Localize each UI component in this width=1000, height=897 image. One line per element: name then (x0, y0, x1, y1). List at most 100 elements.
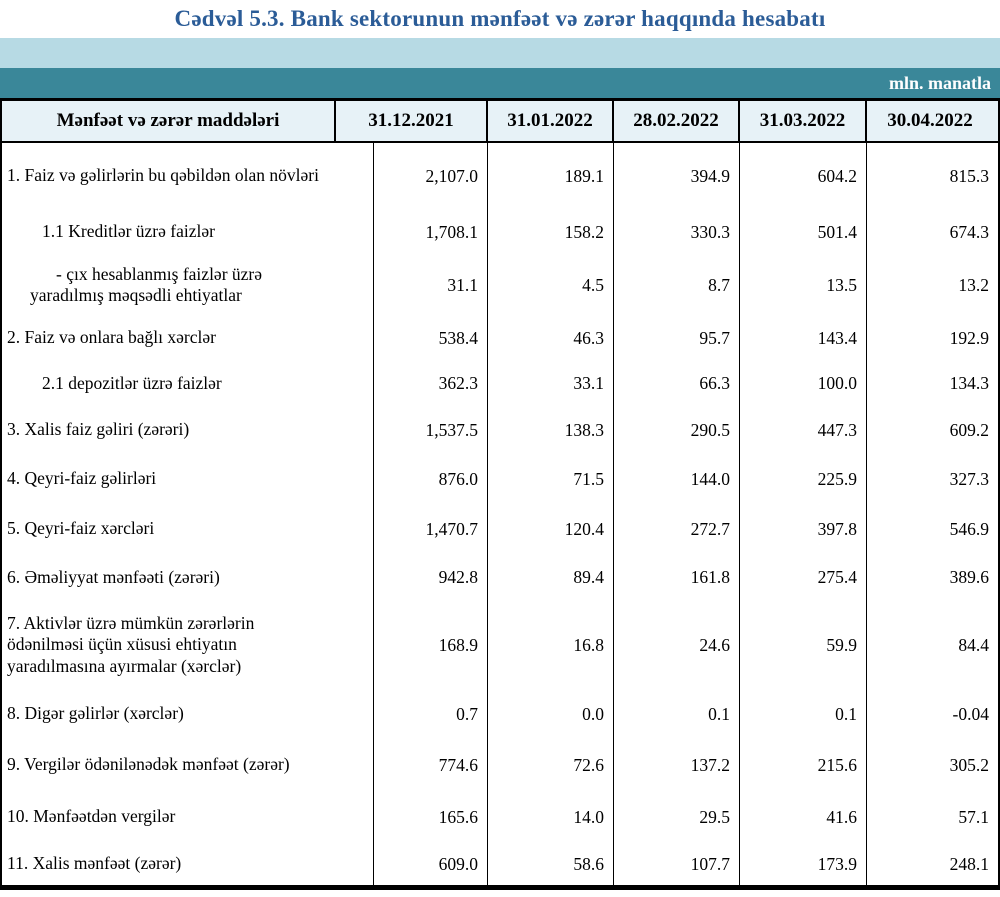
row-label: 8. Digər gəlirlər (xərclər) (7, 703, 184, 724)
cell-value: 305.2 (949, 754, 989, 775)
row-label-cell: 7. Aktivlər üzrə mümkün zərərlərin ödəni… (2, 601, 374, 689)
cell-value: 59.9 (740, 601, 867, 689)
row-label: 9. Vergilər ödənilənədək mənfəət (zərər) (7, 754, 290, 775)
cell-value: 41.6 (740, 791, 867, 843)
row-label: 10. Mənfəətdən vergilər (7, 806, 176, 827)
cell-value: -0.04 (952, 703, 989, 724)
cell-value: 100.0 (740, 361, 867, 406)
unit-band: mln. manatla (0, 68, 1000, 98)
table-row: 7. Aktivlər üzrə mümkün zərərlərin ödəni… (2, 601, 998, 689)
cell-value: 0.1 (614, 689, 740, 739)
cell-value: 14.0 (488, 791, 614, 843)
cell-value: 72.6 (488, 739, 614, 791)
row-label-cell: 5. Qeyri-faiz xərcləri (2, 504, 374, 554)
column-header-date: 31.12.2021 (336, 101, 488, 141)
cell-value: 89.4 (488, 554, 614, 601)
table-row: 5. Qeyri-faiz xərcləri 1,470.7 120.4 272.7 3… (2, 504, 998, 554)
cell-value: 8.7 (614, 255, 740, 315)
cell-value: 0.7 (374, 689, 488, 739)
cell-value: 71.5 (488, 454, 614, 504)
profit-loss-table: Mənfəət və zərər maddələri 31.12.2021 31.… (0, 98, 1000, 890)
column-header-date: 31.01.2022 (488, 101, 614, 141)
cell-value: 942.8 (374, 554, 488, 601)
table-row: 9. Vergilər ödənilənədək mənfəət (zərər)… (2, 739, 998, 791)
table-row: 3. Xalis faiz gəliri (zərəri) 1,537.5 138.… (2, 406, 998, 454)
cell-value: 876.0 (374, 454, 488, 504)
cell-value: 57.1 (958, 806, 989, 827)
cell-value: 84.4 (958, 634, 989, 655)
table-row: 11. Xalis mənfəət (zərər) 609.0 58.6 107.7 1… (2, 843, 998, 885)
table-row: 6. Əməliyyat mənfəəti (zərəri) 942.8 89.4 1… (2, 554, 998, 601)
cell-value: 13.2 (958, 274, 989, 295)
cell-value: 158.2 (488, 209, 614, 255)
row-label: 6. Əməliyyat mənfəəti (zərəri) (7, 566, 220, 587)
cell-value: 66.3 (614, 361, 740, 406)
cell-value: 137.2 (614, 739, 740, 791)
cell-value: 134.3 (949, 373, 989, 393)
row-label-cell: 11. Xalis mənfəət (zərər) (2, 843, 374, 885)
row-label-cell: 6. Əməliyyat mənfəəti (zərəri) (2, 554, 374, 601)
cell-value: 362.3 (374, 361, 488, 406)
cell-value: 447.3 (740, 406, 867, 454)
cell-value: 1,537.5 (374, 406, 488, 454)
cell-value: 501.4 (740, 209, 867, 255)
row-label: 11. Xalis mənfəət (zərər) (7, 853, 182, 874)
cell-value: 46.3 (488, 315, 614, 361)
cell-value: 120.4 (488, 504, 614, 554)
cell-value: 225.9 (740, 454, 867, 504)
cell-value: 143.4 (740, 315, 867, 361)
cell-value: 138.3 (488, 406, 614, 454)
cell-value: 24.6 (614, 601, 740, 689)
cell-value: 16.8 (488, 601, 614, 689)
cell-value: 248.1 (949, 853, 989, 874)
cell-value: 604.2 (740, 143, 867, 209)
cell-value: 2,107.0 (374, 143, 488, 209)
cell-value: 29.5 (614, 791, 740, 843)
cell-value: 290.5 (614, 406, 740, 454)
row-label: 7. Aktivlər üzrə mümkün zərərlərin ödəni… (7, 612, 255, 676)
row-label: - çıx hesablanmış faizlər üzrə yaradılmı… (30, 263, 263, 305)
cell-value: 609.0 (374, 843, 488, 885)
cell-value: 397.8 (740, 504, 867, 554)
cell-value: 1,470.7 (374, 504, 488, 554)
cell-value: 192.9 (949, 327, 989, 348)
table-row: 4. Qeyri-faiz gəlirləri 876.0 71.5 144.0 225… (2, 454, 998, 504)
table-header-row: Mənfəət və zərər maddələri 31.12.2021 31.… (0, 98, 1000, 143)
column-header-date: 28.02.2022 (614, 101, 740, 141)
cell-value: 0.0 (488, 689, 614, 739)
table-row: 10. Mənfəətdən vergilər 165.6 14.0 29.5 41.6… (2, 791, 998, 843)
row-label-cell: 1. Faiz və gəlirlərin bu qəbildən olan n… (2, 143, 374, 209)
cell-value: 546.9 (949, 518, 989, 539)
cell-value: 609.2 (949, 419, 989, 440)
cell-value: 215.6 (740, 739, 867, 791)
table-row: 1.1 Kreditlər üzrə faizlər 1,708.1 158.2 33… (2, 209, 998, 255)
row-label-cell: 3. Xalis faiz gəliri (zərəri) (2, 406, 374, 454)
cell-value: 774.6 (374, 739, 488, 791)
row-label: 2.1 depozitlər üzrə faizlər (42, 372, 222, 393)
row-label: 5. Qeyri-faiz xərcləri (7, 518, 155, 539)
table-row: 1. Faiz və gəlirlərin bu qəbildən olan n… (2, 143, 998, 209)
table-row: 8. Digər gəlirlər (xərclər) 0.7 0.0 0.1 0.1-… (2, 689, 998, 739)
table-row: 2. Faiz və onlara bağlı xərclər 538.4 46.3… (2, 315, 998, 361)
row-label-cell: 4. Qeyri-faiz gəlirləri (2, 454, 374, 504)
table-row: - çıx hesablanmış faizlər üzrə yaradılmı… (2, 255, 998, 315)
table-body: 1. Faiz və gəlirlərin bu qəbildən olan n… (0, 143, 1000, 890)
page-title: Cədvəl 5.3. Bank sektorunun mənfəət və z… (174, 6, 826, 31)
row-label-cell: 2.1 depozitlər üzrə faizlər (2, 361, 374, 406)
table-row: 2.1 depozitlər üzrə faizlər 362.3 33.1 66.3… (2, 361, 998, 406)
cell-value: 58.6 (488, 843, 614, 885)
cell-value: 674.3 (949, 221, 989, 242)
cell-value: 165.6 (374, 791, 488, 843)
cell-value: 31.1 (374, 255, 488, 315)
row-label-cell: 2. Faiz və onlara bağlı xərclər (2, 315, 374, 361)
cell-value: 272.7 (614, 504, 740, 554)
cell-value: 161.8 (614, 554, 740, 601)
cell-value: 189.1 (488, 143, 614, 209)
row-label-cell: - çıx hesablanmış faizlər üzrə yaradılmı… (2, 255, 374, 315)
cell-value: 4.5 (488, 255, 614, 315)
cell-value: 394.9 (614, 143, 740, 209)
column-header-date: 31.03.2022 (740, 101, 867, 141)
cell-value: 95.7 (614, 315, 740, 361)
row-label: 3. Xalis faiz gəliri (zərəri) (7, 419, 190, 440)
